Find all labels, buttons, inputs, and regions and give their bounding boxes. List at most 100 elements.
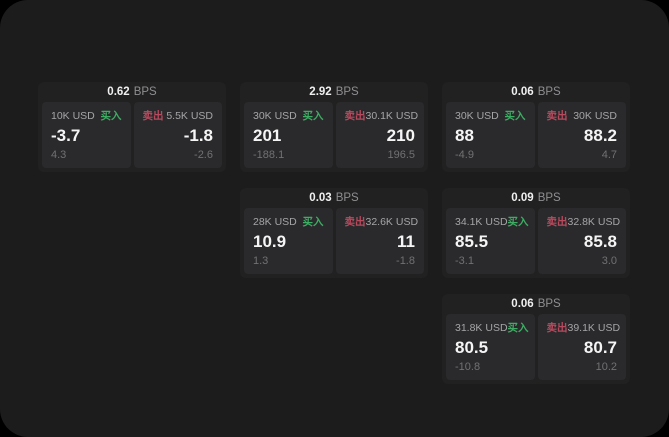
sell-amount: 32.6K USD: [365, 216, 419, 228]
sell-panel[interactable]: 卖出 32.8K USD 85.8 3.0: [537, 208, 626, 274]
buy-side-label: 买入: [302, 216, 324, 228]
sell-amount: 5.5K USD: [166, 110, 213, 122]
buy-price: 201: [253, 126, 282, 145]
sell-amount: 32.8K USD: [567, 216, 621, 228]
sell-panel[interactable]: 卖出 5.5K USD -1.8 -2.6: [133, 102, 222, 168]
sell-price: 85.8: [583, 232, 617, 251]
sell-panel-header: 卖出 32.6K USD: [344, 216, 419, 228]
buy-panel[interactable]: 10K USD 买入 -3.7 4.3: [42, 102, 131, 168]
buy-sub-value: 4.3: [51, 149, 67, 161]
buy-amount: 31.8K USD: [455, 322, 508, 334]
cards-grid: 0.62 BPS 10K USD 买入 -3.7 4.3 卖出 5.5K USD…: [38, 82, 630, 384]
bps-unit-label: BPS: [537, 298, 561, 310]
sell-sub-value: 4.7: [601, 149, 617, 161]
buy-panel-header: 30K USD 买入: [253, 110, 324, 122]
buy-panel-header: 10K USD 买入: [51, 110, 122, 122]
bps-unit-label: BPS: [537, 86, 561, 98]
card-header: 0.09 BPS: [446, 188, 626, 208]
bps-value: 0.62: [107, 86, 130, 98]
buy-amount: 34.1K USD: [455, 216, 508, 228]
bps-value: 0.03: [309, 192, 332, 204]
buy-price: 10.9: [253, 232, 287, 251]
buy-price: 85.5: [455, 232, 489, 251]
sell-panel-header: 卖出 30.1K USD: [344, 110, 419, 122]
card-header: 0.06 BPS: [446, 294, 626, 314]
sell-side-label: 卖出: [344, 216, 366, 228]
bps-value: 0.09: [511, 192, 534, 204]
bps-value: 0.06: [511, 298, 534, 310]
card-header: 2.92 BPS: [244, 82, 424, 102]
buy-panel-header: 28K USD 买入: [253, 216, 324, 228]
quote-panels: 30K USD 买入 88 -4.9 卖出 30K USD 88.2 4.7: [446, 102, 626, 168]
buy-panel[interactable]: 31.8K USD 买入 80.5 -10.8: [446, 314, 535, 380]
sell-panel-header: 卖出 30K USD: [547, 110, 618, 122]
quote-card: 0.06 BPS 31.8K USD 买入 80.5 -10.8 卖出 39.1…: [442, 294, 630, 384]
quote-card: 0.06 BPS 30K USD 买入 88 -4.9 卖出 30K USD 8…: [442, 82, 630, 172]
buy-price: -3.7: [51, 126, 81, 145]
sell-price: 88.2: [583, 126, 617, 145]
buy-side-label: 买入: [504, 110, 526, 122]
sell-price: -1.8: [183, 126, 213, 145]
quote-panels: 30K USD 买入 201 -188.1 卖出 30.1K USD 210 1…: [244, 102, 424, 168]
buy-panel[interactable]: 30K USD 买入 88 -4.9: [446, 102, 535, 168]
sell-amount: 30K USD: [573, 110, 617, 122]
sell-price: 80.7: [583, 338, 617, 357]
sell-panel[interactable]: 卖出 30K USD 88.2 4.7: [537, 102, 626, 168]
sell-side-label: 卖出: [344, 110, 366, 122]
sell-side-label: 卖出: [546, 322, 568, 334]
buy-sub-value: -188.1: [253, 149, 285, 161]
buy-sub-value: 1.3: [253, 255, 269, 267]
buy-price: 80.5: [455, 338, 489, 357]
sell-panel-header: 卖出 32.8K USD: [546, 216, 621, 228]
card-header: 0.06 BPS: [446, 82, 626, 102]
buy-side-label: 买入: [507, 216, 529, 228]
sell-side-label: 卖出: [546, 216, 568, 228]
quote-card: 0.62 BPS 10K USD 买入 -3.7 4.3 卖出 5.5K USD…: [38, 82, 226, 172]
quote-panels: 10K USD 买入 -3.7 4.3 卖出 5.5K USD -1.8 -2.…: [42, 102, 222, 168]
bps-unit-label: BPS: [335, 192, 359, 204]
card-header: 0.03 BPS: [244, 188, 424, 208]
quote-panels: 34.1K USD 买入 85.5 -3.1 卖出 32.8K USD 85.8…: [446, 208, 626, 274]
buy-amount: 30K USD: [455, 110, 499, 122]
buy-panel[interactable]: 34.1K USD 买入 85.5 -3.1: [446, 208, 535, 274]
sell-panel[interactable]: 卖出 32.6K USD 11 -1.8: [335, 208, 424, 274]
bps-unit-label: BPS: [133, 86, 157, 98]
quote-card: 2.92 BPS 30K USD 买入 201 -188.1 卖出 30.1K …: [240, 82, 428, 172]
sell-price: 210: [386, 126, 415, 145]
quote-card: 0.03 BPS 28K USD 买入 10.9 1.3 卖出 32.6K US…: [240, 188, 428, 278]
sell-panel-header: 卖出 5.5K USD: [143, 110, 214, 122]
buy-side-label: 买入: [507, 322, 529, 334]
sell-panel[interactable]: 卖出 30.1K USD 210 196.5: [335, 102, 424, 168]
sell-sub-value: -2.6: [194, 149, 213, 161]
sell-sub-value: -1.8: [396, 255, 415, 267]
quote-card: 0.09 BPS 34.1K USD 买入 85.5 -3.1 卖出 32.8K…: [442, 188, 630, 278]
buy-price: 88: [455, 126, 474, 145]
sell-side-label: 卖出: [142, 110, 164, 122]
sell-sub-value: 10.2: [595, 361, 617, 373]
card-header: 0.62 BPS: [42, 82, 222, 102]
bps-unit-label: BPS: [537, 192, 561, 204]
buy-side-label: 买入: [100, 110, 122, 122]
bps-unit-label: BPS: [335, 86, 359, 98]
buy-panel[interactable]: 30K USD 买入 201 -188.1: [244, 102, 333, 168]
sell-panel[interactable]: 卖出 39.1K USD 80.7 10.2: [537, 314, 626, 380]
sell-price: 11: [397, 232, 415, 251]
buy-sub-value: -4.9: [455, 149, 474, 161]
sell-amount: 30.1K USD: [365, 110, 419, 122]
bps-value: 2.92: [309, 86, 332, 98]
quote-panels: 31.8K USD 买入 80.5 -10.8 卖出 39.1K USD 80.…: [446, 314, 626, 380]
buy-sub-value: -3.1: [455, 255, 474, 267]
buy-amount: 30K USD: [253, 110, 297, 122]
sell-side-label: 卖出: [546, 110, 568, 122]
quote-panels: 28K USD 买入 10.9 1.3 卖出 32.6K USD 11 -1.8: [244, 208, 424, 274]
buy-amount: 10K USD: [51, 110, 95, 122]
buy-sub-value: -10.8: [455, 361, 481, 373]
buy-amount: 28K USD: [253, 216, 297, 228]
buy-panel-header: 34.1K USD 买入: [455, 216, 529, 228]
buy-panel-header: 31.8K USD 买入: [455, 322, 529, 334]
bps-value: 0.06: [511, 86, 534, 98]
buy-panel[interactable]: 28K USD 买入 10.9 1.3: [244, 208, 333, 274]
sell-panel-header: 卖出 39.1K USD: [546, 322, 621, 334]
buy-panel-header: 30K USD 买入: [455, 110, 526, 122]
